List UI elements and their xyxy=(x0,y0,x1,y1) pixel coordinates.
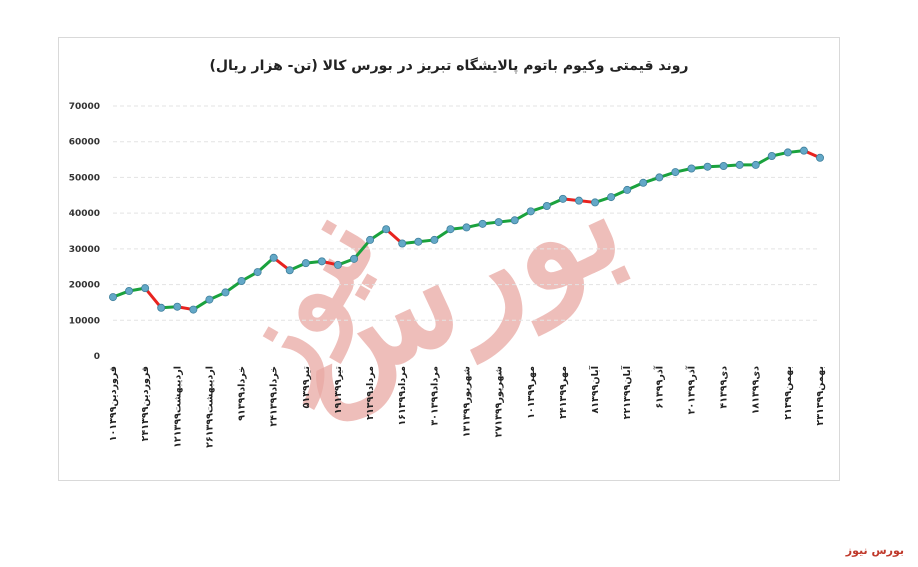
y-tick-label: 20000 xyxy=(69,281,100,291)
x-tick-label: ۳۰مرداد۱۳۹۹ xyxy=(429,366,440,426)
y-tick-label: 60000 xyxy=(69,138,100,148)
data-point xyxy=(735,160,744,169)
x-tick-label: ۱۳شهریور۱۳۹۹ xyxy=(462,366,473,437)
data-point xyxy=(462,223,471,232)
data-point xyxy=(366,235,375,244)
data-point xyxy=(125,286,134,295)
x-tick-label: ۵تیر۱۳۹۹ xyxy=(301,366,312,408)
data-point xyxy=(398,239,407,248)
price-markers xyxy=(109,146,825,314)
data-point xyxy=(317,257,326,266)
data-point xyxy=(446,225,455,234)
x-tick-label: ۶آذر۱۳۹۹ xyxy=(652,365,665,408)
data-point xyxy=(639,178,648,187)
series-segment xyxy=(143,286,163,310)
x-tick-label: ۲بهمن۱۳۹۹ xyxy=(783,366,794,420)
y-tick-label: 0 xyxy=(94,352,100,362)
x-tick-label: ۸آبان۱۳۹۹ xyxy=(588,365,601,413)
data-point xyxy=(510,216,519,225)
data-point xyxy=(414,237,423,246)
data-point xyxy=(478,219,487,228)
data-point xyxy=(221,288,230,297)
y-tick-label: 70000 xyxy=(69,102,100,112)
x-tick-label: ۱۰فروردین۱۳۹۹ xyxy=(108,366,119,441)
y-axis: 0 10000 20000 30000 40000 50000 60000 70000 xyxy=(69,102,100,362)
data-point xyxy=(350,254,359,263)
data-point xyxy=(767,151,776,160)
chart-frame xyxy=(58,37,840,481)
data-point xyxy=(816,153,825,162)
data-point xyxy=(607,193,616,202)
data-point xyxy=(542,201,551,210)
data-point xyxy=(157,303,166,312)
footer-brand: بورس نیوز xyxy=(845,544,904,557)
x-tick-label: ۱۰مهر۱۳۹۹ xyxy=(526,366,537,419)
x-tick-label: ۲۲آبان۱۳۹۹ xyxy=(620,365,633,419)
x-tick-label: ۲۶اردیبهشت۱۳۹۹ xyxy=(204,366,215,448)
data-point xyxy=(687,164,696,173)
x-axis: ۱۰فروردین۱۳۹۹ ۲۴فروردین۱۳۹۹ ۱۲اردیبهشت۱۳۹۹… xyxy=(108,365,826,448)
x-tick-label: ۱۹تیر۱۳۹۹ xyxy=(333,366,344,414)
gridlines xyxy=(113,105,820,321)
x-tick-label: ۹خرداد۱۳۹۹ xyxy=(237,366,248,421)
data-point xyxy=(623,185,632,194)
x-tick-label: ۲مرداد۱۳۹۹ xyxy=(365,366,376,420)
x-tick-label: ۲۷شهریور۱۳۹۹ xyxy=(494,366,505,437)
x-tick-label: ۲۰آذر۱۳۹۹ xyxy=(684,365,697,414)
data-point xyxy=(751,160,760,169)
x-tick-label: ۱۸دی۱۳۹۹ xyxy=(751,366,762,415)
chart-title: روند قیمتی وکیوم باتوم پالایشگاه تبریز د… xyxy=(209,58,689,74)
data-point xyxy=(719,161,728,170)
series-segment xyxy=(352,238,372,261)
data-point xyxy=(494,218,503,227)
data-point xyxy=(430,235,439,244)
x-tick-label: ۴دی۱۳۹۹ xyxy=(719,366,730,409)
data-point xyxy=(671,168,680,177)
data-point xyxy=(141,284,150,293)
data-point xyxy=(237,276,246,285)
data-point xyxy=(382,225,391,234)
data-point xyxy=(526,207,535,216)
data-point xyxy=(253,268,262,277)
data-point xyxy=(189,305,198,314)
data-point xyxy=(205,295,214,304)
x-tick-label: ۲۴مهر۱۳۹۹ xyxy=(558,366,569,419)
data-point xyxy=(173,302,182,311)
data-point xyxy=(285,266,294,275)
y-tick-label: 50000 xyxy=(69,173,100,183)
y-tick-label: 30000 xyxy=(69,245,100,255)
x-tick-label: ۲۳بهمن۱۳۹۹ xyxy=(815,366,826,426)
x-tick-label: ۱۲اردیبهشت۱۳۹۹ xyxy=(172,366,183,448)
data-point xyxy=(269,253,278,262)
data-point xyxy=(703,162,712,171)
data-point xyxy=(799,146,808,155)
data-point xyxy=(109,293,118,302)
data-point xyxy=(591,198,600,207)
data-point xyxy=(574,196,583,205)
data-point xyxy=(558,194,567,203)
data-point xyxy=(301,259,310,268)
y-tick-label: 40000 xyxy=(69,209,100,219)
data-point xyxy=(783,148,792,157)
x-tick-label: ۱۶مرداد۱۳۹۹ xyxy=(397,366,408,426)
x-tick-label: ۲۴خرداد۱۳۹۹ xyxy=(269,366,280,427)
y-tick-label: 10000 xyxy=(69,316,100,326)
data-point xyxy=(655,173,664,182)
x-tick-label: ۲۴فروردین۱۳۹۹ xyxy=(140,366,151,441)
data-point xyxy=(333,260,342,269)
